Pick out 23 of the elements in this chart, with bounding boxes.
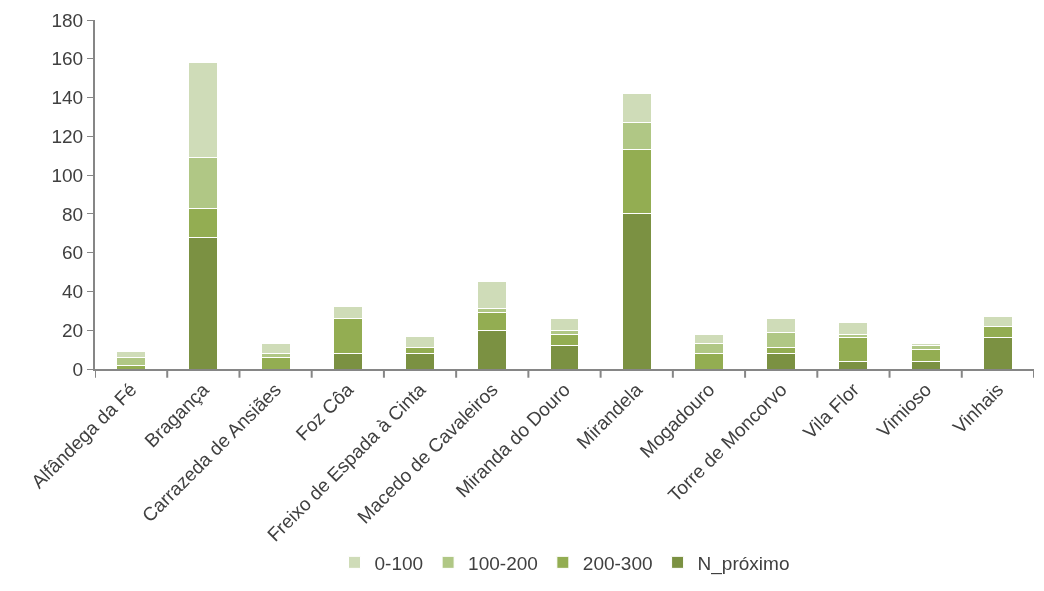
bar xyxy=(549,318,580,331)
legend-label: 200-300 xyxy=(582,552,653,574)
legend-label: N_próximo xyxy=(697,552,790,575)
bar xyxy=(477,281,508,310)
x-tick-label: Foz Côa xyxy=(291,378,358,445)
bar xyxy=(260,343,291,354)
y-tick-label: 40 xyxy=(62,281,84,303)
y-tick-label: 140 xyxy=(51,87,84,109)
y-tick-label: 20 xyxy=(62,319,84,341)
y-tick-label: 80 xyxy=(62,203,84,225)
bar xyxy=(766,352,797,369)
bar xyxy=(260,356,291,369)
x-tick-label: Vila Flor xyxy=(799,378,864,443)
bar xyxy=(838,321,869,335)
y-tick-label: 180 xyxy=(51,9,84,31)
bar xyxy=(405,352,435,369)
legend-label: 0-100 xyxy=(374,552,424,574)
y-tick-label: 0 xyxy=(72,358,84,380)
legend-label: 100-200 xyxy=(468,552,538,574)
y-tick-label: 60 xyxy=(62,242,84,264)
y-tick-label: 120 xyxy=(51,125,84,147)
y-tick-label: 100 xyxy=(51,164,84,186)
y-tick-label: 160 xyxy=(51,48,84,70)
